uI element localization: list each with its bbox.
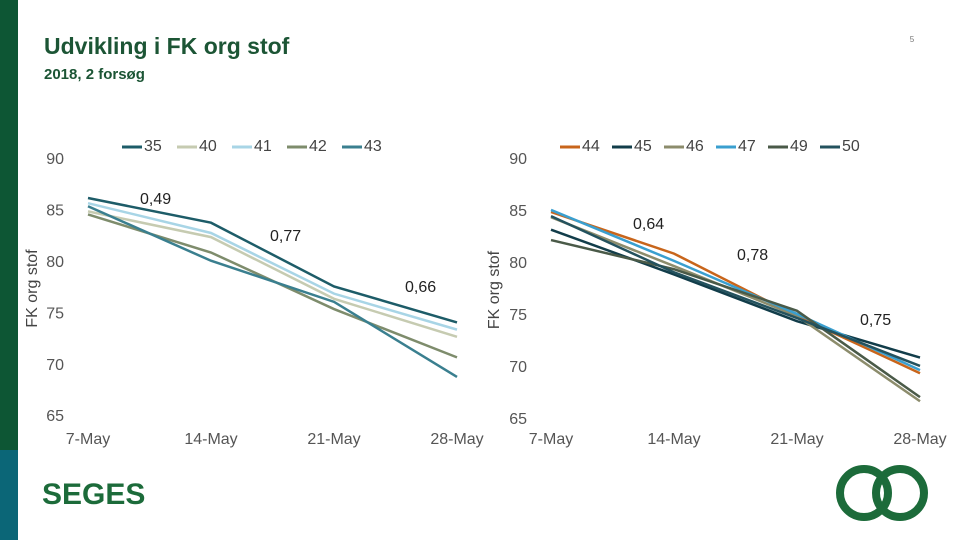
x-tick-label: 7-May (529, 431, 573, 448)
y-tick-label: 90 (509, 151, 527, 168)
series-line (550, 228, 921, 359)
y-tick-label: 70 (46, 357, 64, 374)
series-line (550, 210, 921, 375)
annotation: 0,64 (633, 216, 664, 233)
series-line (87, 210, 458, 339)
x-tick-label: 28-May (893, 431, 946, 448)
y-tick-label: 85 (509, 203, 527, 220)
annotation: 0,78 (737, 247, 768, 264)
legend-label: 50 (842, 138, 860, 155)
annotation: 0,66 (405, 279, 436, 296)
series-line (87, 201, 458, 331)
y-axis-title: FK org stof (486, 250, 503, 329)
legend-label: 42 (309, 138, 327, 155)
x-tick-label: 14-May (184, 431, 237, 448)
subtitle: 2018, 2 forsøg (44, 66, 145, 83)
y-axis-title: FK org stof (24, 249, 41, 328)
legend-label: 41 (254, 138, 272, 155)
side-bar-bottom (0, 450, 18, 540)
y-tick-label: 70 (509, 359, 527, 376)
series-line (550, 238, 921, 399)
logo: SEGES (42, 478, 145, 511)
y-tick-label: 75 (509, 307, 527, 324)
annotation: 0,77 (270, 228, 301, 245)
legend-label: 49 (790, 138, 808, 155)
legend-label: 44 (582, 138, 600, 155)
title: Udvikling i FK org stof (44, 33, 290, 59)
y-tick-label: 65 (46, 408, 64, 425)
x-tick-label: 21-May (770, 431, 823, 448)
annotation: 0,49 (140, 191, 171, 208)
y-tick-label: 75 (46, 305, 64, 322)
y-tick-label: 80 (46, 254, 64, 271)
series-line (87, 205, 458, 378)
side-bar (0, 0, 18, 450)
legend-label: 40 (199, 138, 217, 155)
y-tick-label: 80 (509, 255, 527, 272)
x-tick-label: 21-May (307, 431, 360, 448)
y-tick-label: 85 (46, 203, 64, 220)
series-line (87, 196, 458, 324)
legend-label: 47 (738, 138, 756, 155)
legend-label: 43 (364, 138, 382, 155)
y-tick-label: 90 (46, 151, 64, 168)
y-tick-label: 65 (509, 411, 527, 428)
legend-label: 35 (144, 138, 162, 155)
series-line (550, 215, 921, 368)
annotation: 0,75 (860, 312, 891, 329)
page-number: 5 (910, 35, 915, 44)
legend-label: 46 (686, 138, 704, 155)
x-tick-label: 28-May (430, 431, 483, 448)
x-tick-label: 7-May (66, 431, 110, 448)
x-tick-label: 14-May (647, 431, 700, 448)
legend-label: 45 (634, 138, 652, 155)
series-line (550, 216, 921, 403)
seal-logo (836, 465, 928, 521)
